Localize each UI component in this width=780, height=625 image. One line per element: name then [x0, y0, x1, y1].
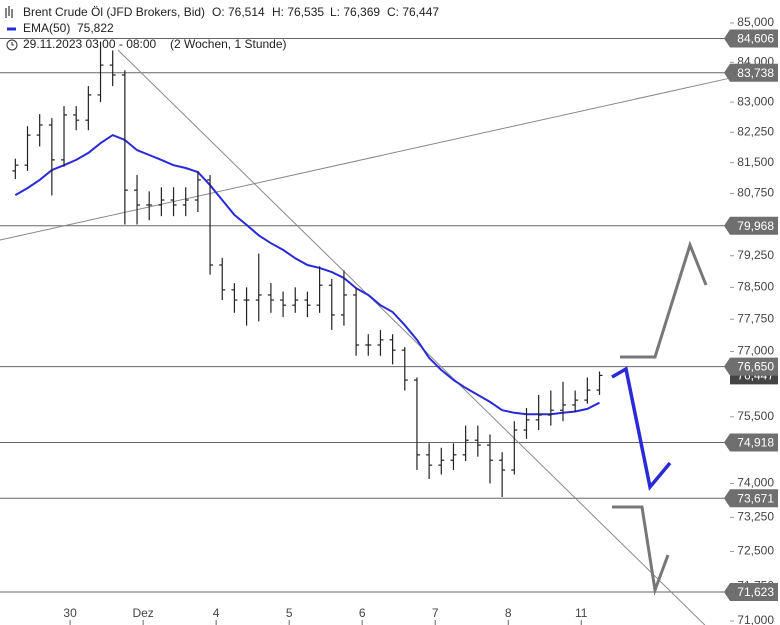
level-box: [724, 216, 778, 235]
y-tick-label: 81,500: [737, 155, 774, 169]
level-label: 71,623: [737, 585, 774, 599]
y-tick-label: 82,250: [737, 124, 774, 138]
y-tick-label: 77,000: [737, 344, 774, 358]
level-tag: 73,671: [724, 489, 778, 508]
y-tick-label: 80,750: [737, 186, 774, 200]
scenario-arrows: [611, 240, 708, 596]
instrument-title: Brent Crude Öl (JFD Brokers, Bid): [23, 5, 205, 19]
price-axis: 85,00084,00083,00082,25081,50080,75079,2…: [63, 15, 778, 625]
level-tag: 71,623: [724, 582, 778, 601]
plot: [0, 37, 730, 625]
y-tick-label: 83,000: [737, 94, 774, 108]
level-label: 73,671: [737, 491, 774, 505]
level-box: [724, 29, 778, 48]
ohlc-high: H: 76,535: [272, 5, 324, 19]
ema-line: [14, 133, 600, 416]
y-tick-label: 73,250: [737, 510, 774, 524]
y-tick-label: 79,250: [737, 248, 774, 262]
level-label: 83,738: [737, 66, 774, 80]
x-tick-label: 4: [213, 606, 220, 620]
level-label: 79,968: [737, 219, 774, 233]
ohlc-close: C: 76,447: [387, 5, 439, 19]
level-tag: 79,968: [724, 216, 778, 235]
level-label: 84,606: [737, 32, 774, 46]
ohlc-open: O: 76,514: [212, 5, 265, 19]
date-range: 29.11.2023 03:00 - 08:00: [23, 37, 157, 51]
level-box: [724, 489, 778, 508]
trend-line: [0, 77, 730, 241]
y-tick-label: 74,000: [737, 476, 774, 490]
scenario-down: [611, 366, 672, 491]
y-tick-label: 78,500: [737, 280, 774, 294]
level-label: 74,918: [737, 436, 774, 450]
scenario-deep: [612, 505, 670, 596]
level-label: 76,650: [737, 360, 774, 374]
scenario-up: [620, 240, 708, 359]
ema-value: 75,822: [77, 21, 114, 35]
x-tick-label: Dez: [132, 606, 153, 620]
level-box: [724, 582, 778, 601]
bars-icon: [5, 6, 13, 18]
y-tick-label: 71,000: [737, 613, 774, 625]
y-tick-label: 77,750: [737, 311, 774, 325]
y-tick-label: 72,500: [737, 544, 774, 558]
x-tick-label: 30: [63, 606, 77, 620]
ema-name: EMA(50): [23, 21, 70, 35]
x-tick-label: 6: [359, 606, 366, 620]
x-tick-label: 8: [505, 606, 512, 620]
period: (2 Wochen, 1 Stunde): [170, 37, 287, 51]
trend-line: [117, 49, 706, 625]
level-tag: 83,738: [724, 63, 778, 82]
y-tick-label: 85,000: [737, 15, 774, 29]
level-tag: 84,606: [724, 29, 778, 48]
x-tick-label: 5: [286, 606, 293, 620]
level-box: [724, 63, 778, 82]
x-tick-label: 7: [432, 606, 439, 620]
x-tick-label: 11: [575, 606, 588, 620]
clock-hands: [11, 42, 14, 46]
ohlc-low: L: 76,369: [330, 5, 380, 19]
legend: Brent Crude Öl (JFD Brokers, Bid) O: 76,…: [5, 5, 439, 51]
level-tag: 76,650: [724, 357, 778, 376]
clock-icon: [6, 39, 18, 51]
y-tick-label: 75,500: [737, 409, 774, 423]
level-tag: 74,918: [724, 433, 778, 452]
level-box: [724, 357, 778, 376]
level-box: [724, 433, 778, 452]
